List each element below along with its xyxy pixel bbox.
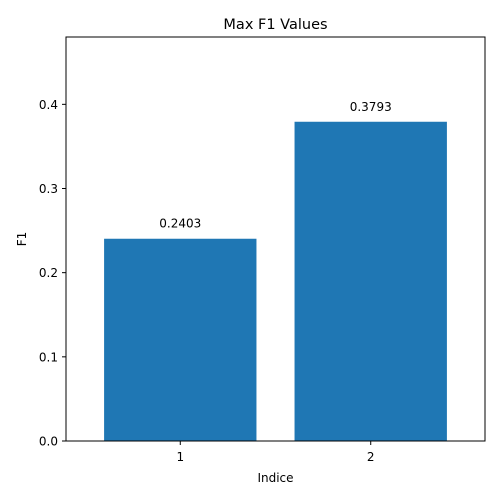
- bars-group: [104, 121, 447, 442]
- chart-title: Max F1 Values: [223, 17, 327, 33]
- bar-1: [104, 238, 257, 441]
- y-tick-label: 0.2: [39, 266, 58, 280]
- bar-2: [294, 121, 447, 442]
- data-labels-group: 0.2403 0.3793: [159, 100, 391, 231]
- y-tick-label: 0.0: [39, 435, 58, 449]
- data-label-1: 0.2403: [159, 217, 201, 231]
- x-tick-label: 2: [367, 450, 375, 464]
- x-tick-label: 1: [176, 450, 184, 464]
- y-axis: 0.0 0.1 0.2 0.3 0.4: [39, 98, 66, 449]
- data-label-2: 0.3793: [350, 100, 392, 114]
- y-tick-label: 0.1: [39, 350, 58, 364]
- x-axis-label: Indice: [257, 471, 293, 485]
- plot-frame: [65, 36, 486, 442]
- y-tick-label: 0.4: [39, 98, 58, 112]
- y-axis-label: F1: [15, 232, 29, 247]
- y-tick-label: 0.3: [39, 182, 58, 196]
